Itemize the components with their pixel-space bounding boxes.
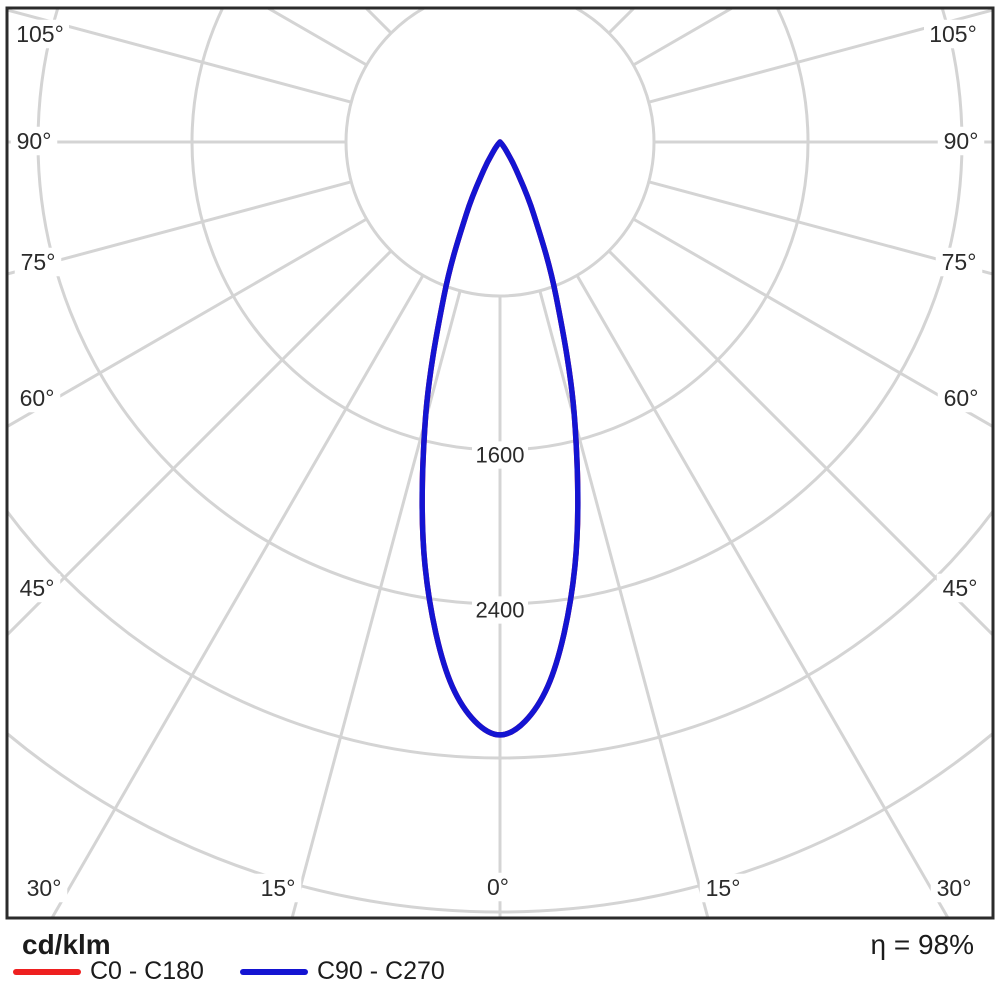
angle-label-14: 105° (929, 21, 977, 47)
legend-swatch-c0-c180-line (13, 968, 81, 975)
grid-ray-300deg (7, 217, 368, 429)
grid-ray-315deg (7, 249, 393, 638)
angle-label-13: 90° (944, 128, 979, 154)
grid-ray-345deg (290, 290, 462, 918)
angle-label-4-bg (13, 573, 61, 603)
polar-chart-canvas: 105° 90° 75° 60° 45° 30° 15° 0° 15° 30° 45° 60° 75° 9… (5, 6, 995, 920)
angle-label-5-bg (20, 873, 68, 903)
angle-label-0-bg (11, 19, 69, 49)
angle-label-12: 75° (942, 249, 977, 275)
grid-ring-800 (344, 8, 656, 298)
angle-label-8-bg (699, 873, 747, 903)
angle-label-0: 105° (16, 21, 64, 47)
ring-value-label-0-bg (472, 441, 528, 469)
angle-label-10-bg (936, 573, 984, 603)
legend-item-c0-c180: C0 - C180 (13, 957, 204, 986)
efficiency-label: η = 98% (870, 929, 974, 960)
angle-label-11-bg (937, 383, 985, 413)
angle-label-2-bg (14, 247, 62, 277)
ring-value-label-1-bg (472, 596, 528, 624)
grid-ray-285deg (7, 180, 352, 276)
angle-label-3-bg (13, 383, 61, 413)
grid-ray-45deg (607, 249, 993, 638)
legend-label-c0-c180: C0 - C180 (90, 957, 204, 985)
angle-label-2: 75° (21, 249, 56, 275)
grid-ray-330deg (50, 274, 425, 918)
angle-label-7-bg (480, 872, 516, 902)
units-label: cd/klm (22, 929, 111, 960)
angle-label-1: 90° (17, 128, 52, 154)
angle-label-7: 0° (487, 874, 509, 900)
grid-labels: 105° 90° 75° 60° 45° 30° 15° 0° 15° 30° 45° 60° 75° 9… (10, 19, 985, 903)
angle-label-6: 15° (261, 875, 296, 901)
angle-label-5: 30° (27, 875, 62, 901)
angle-label-4: 45° (20, 575, 55, 601)
legend-label-c90-c270: C90 - C270 (316, 957, 445, 985)
angle-label-1-bg (10, 126, 58, 156)
grid-ray-75deg (648, 180, 993, 276)
angle-label-12-bg (935, 247, 983, 277)
legend: C0 - C180 C90 - C270 (13, 957, 445, 986)
ring-value-label-0: 1600 (476, 443, 525, 468)
angle-label-14-bg (924, 19, 982, 49)
grid-ray-105deg (648, 8, 993, 104)
angle-label-8: 15° (706, 875, 741, 901)
angle-label-11: 60° (944, 385, 979, 411)
angle-label-10: 45° (943, 575, 978, 601)
angle-label-9-bg (930, 873, 978, 903)
grid-ray-255deg (7, 8, 352, 104)
legend-item-c90-c270: C90 - C270 (239, 957, 445, 986)
grid-ray-30deg (575, 274, 950, 918)
grid-ray-15deg (538, 290, 710, 918)
plot-border (5, 6, 995, 920)
grid-ray-60deg (632, 217, 993, 429)
angle-label-6-bg (254, 873, 302, 903)
angle-label-13-bg (937, 126, 985, 156)
angle-label-9: 30° (937, 875, 972, 901)
intensity-curve-1 (419, 139, 581, 738)
legend-swatch-c90-c270-line (239, 968, 308, 975)
angle-label-3: 60° (20, 385, 55, 411)
ring-value-label-1: 2400 (476, 598, 525, 623)
